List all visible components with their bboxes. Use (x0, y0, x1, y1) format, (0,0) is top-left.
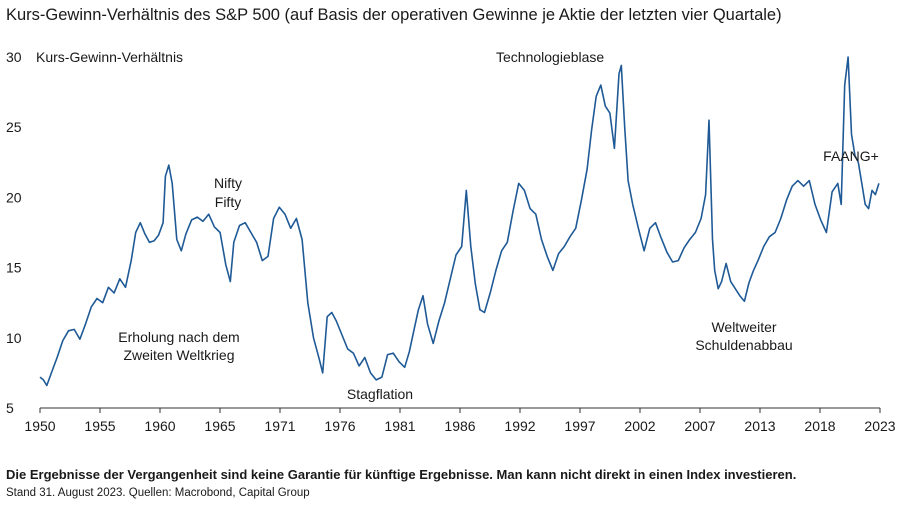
annotation-stagflation: Stagflation (347, 386, 413, 402)
y-tick-label: 20 (6, 189, 22, 205)
y-tick-label: 10 (6, 330, 22, 346)
y-tick-label: 15 (6, 260, 22, 276)
y-tick-label: 25 (6, 119, 22, 135)
annotation-fifty: Fifty (215, 194, 241, 210)
x-tick-label: 2013 (744, 418, 775, 434)
annotation-schuldenabbau: Schuldenabbau (695, 337, 792, 353)
pe-ratio-series-line (39, 56, 880, 387)
annotations-group: Kurs-Gewinn-Verhältnis Technologieblase … (36, 49, 879, 402)
x-tick-label: 1960 (144, 418, 175, 434)
x-tick-label: 1997 (564, 418, 595, 434)
x-tick-label: 1950 (24, 418, 55, 434)
annotation-technologieblase: Technologieblase (496, 49, 604, 65)
annotation-nifty: Nifty (214, 175, 242, 191)
annotation-erholung-line2: Zweiten Weltkrieg (123, 347, 234, 363)
annotation-faang: FAANG+ (823, 148, 879, 164)
annotation-erholung-line1: Erholung nach dem (118, 329, 239, 345)
y-tick-label: 5 (6, 400, 14, 416)
annotation-weltweiter: Weltweiter (711, 319, 776, 335)
chart-title: Kurs-Gewinn-Verhältnis des S&P 500 (auf … (6, 6, 782, 24)
y-tick-label: 30 (6, 49, 22, 65)
x-tick-label: 2018 (804, 418, 835, 434)
x-tick-label: 1976 (324, 418, 355, 434)
x-tick-label: 1971 (264, 418, 295, 434)
series-group (39, 56, 880, 387)
pe-ratio-chart: 1950 1955 1960 1965 1971 1976 1981 1986 1992 1997… (6, 49, 896, 434)
x-tick-label: 1986 (444, 418, 475, 434)
x-tick-label: 2002 (624, 418, 655, 434)
x-tick-label: 1955 (84, 418, 115, 434)
footnote-disclaimer: Die Ergebnisse der Vergangenheit sind ke… (6, 467, 797, 482)
x-tick-label: 2007 (684, 418, 715, 434)
y-axis-label: Kurs-Gewinn-Verhältnis (36, 49, 183, 65)
x-tick-label: 2023 (864, 418, 895, 434)
y-axis-ticks: 5 10 15 20 25 30 (6, 49, 22, 416)
x-tick-label: 1965 (204, 418, 235, 434)
source-note: Stand 31. August 2023. Quellen: Macrobon… (6, 487, 310, 499)
x-tick-label: 1992 (504, 418, 535, 434)
x-axis-ticks: 1950 1955 1960 1965 1971 1976 1981 1986 1992 1997… (24, 408, 896, 434)
x-tick-label: 1981 (384, 418, 415, 434)
